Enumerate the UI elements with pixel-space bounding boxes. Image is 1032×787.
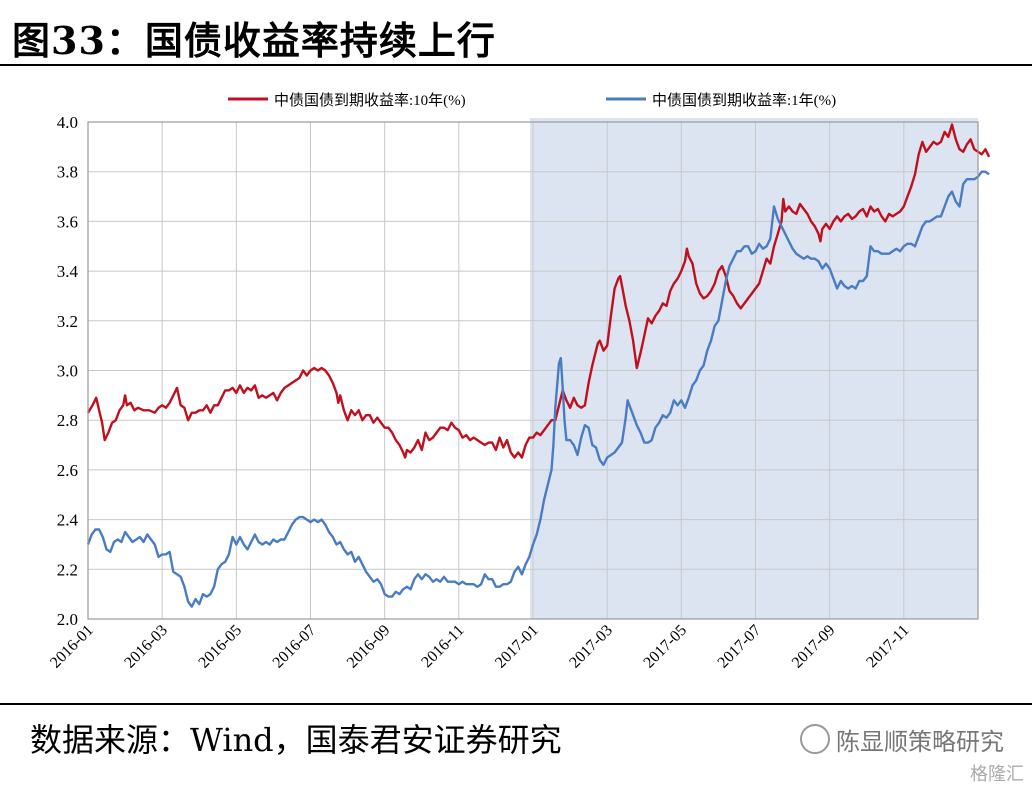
y-tick-label: 2.4 xyxy=(57,511,79,530)
x-tick-label: 2017-01 xyxy=(492,622,542,672)
x-tick-label: 2017-05 xyxy=(640,622,690,672)
x-tick-label: 2016-07 xyxy=(270,622,320,672)
y-tick-label: 2.8 xyxy=(57,411,78,430)
y-tick-label: 3.8 xyxy=(57,163,78,182)
watermark-name: 陈显顺策略研究 xyxy=(836,728,1004,756)
x-tick-label: 2016-09 xyxy=(344,622,394,672)
x-tick-label: 2016-05 xyxy=(195,622,245,672)
y-tick-label: 2.6 xyxy=(57,461,78,480)
y-tick-label: 2.2 xyxy=(57,560,78,579)
y-tick-label: 3.0 xyxy=(57,362,78,381)
watermark: 陈显顺策略研究 xyxy=(800,722,1004,757)
watermark-brand: 格隆汇 xyxy=(970,764,1024,785)
footer-divider xyxy=(0,703,1032,705)
x-tick-label: 2016-11 xyxy=(418,622,467,671)
x-tick-label: 2016-01 xyxy=(47,622,97,672)
x-tick-label: 2017-07 xyxy=(715,622,765,672)
series-line-1y xyxy=(86,170,990,608)
title-divider xyxy=(0,64,1032,66)
x-tick-label: 2016-03 xyxy=(121,622,171,672)
source-note: 数据来源：Wind，国泰君安证券研究 xyxy=(30,721,562,759)
y-tick-label: 4.0 xyxy=(57,113,78,132)
legend-label-1y: 中债国债到期收益率:1年(%) xyxy=(652,92,836,109)
series-line-10y xyxy=(86,123,991,459)
y-tick-label: 3.4 xyxy=(57,262,79,281)
x-tick-label: 2017-09 xyxy=(789,622,839,672)
wechat-icon xyxy=(800,724,830,754)
x-tick-label: 2017-11 xyxy=(863,622,912,671)
page-title: 图33：国债收益率持续上行 xyxy=(12,18,496,63)
x-tick-label: 2017-03 xyxy=(566,622,616,672)
highlight-band xyxy=(530,118,978,619)
legend-label-10y: 中债国债到期收益率:10年(%) xyxy=(274,92,466,109)
yield-line-chart: 2.0 2.2 2.4 2.6 2.8 3.0 3.2 3.4 3.6 3.8 4.0 2016-01… xyxy=(47,92,991,672)
y-tick-label: 2.0 xyxy=(57,610,78,629)
y-tick-label: 3.2 xyxy=(57,312,78,331)
y-tick-label: 3.6 xyxy=(57,212,78,231)
plot-frame xyxy=(87,121,979,620)
